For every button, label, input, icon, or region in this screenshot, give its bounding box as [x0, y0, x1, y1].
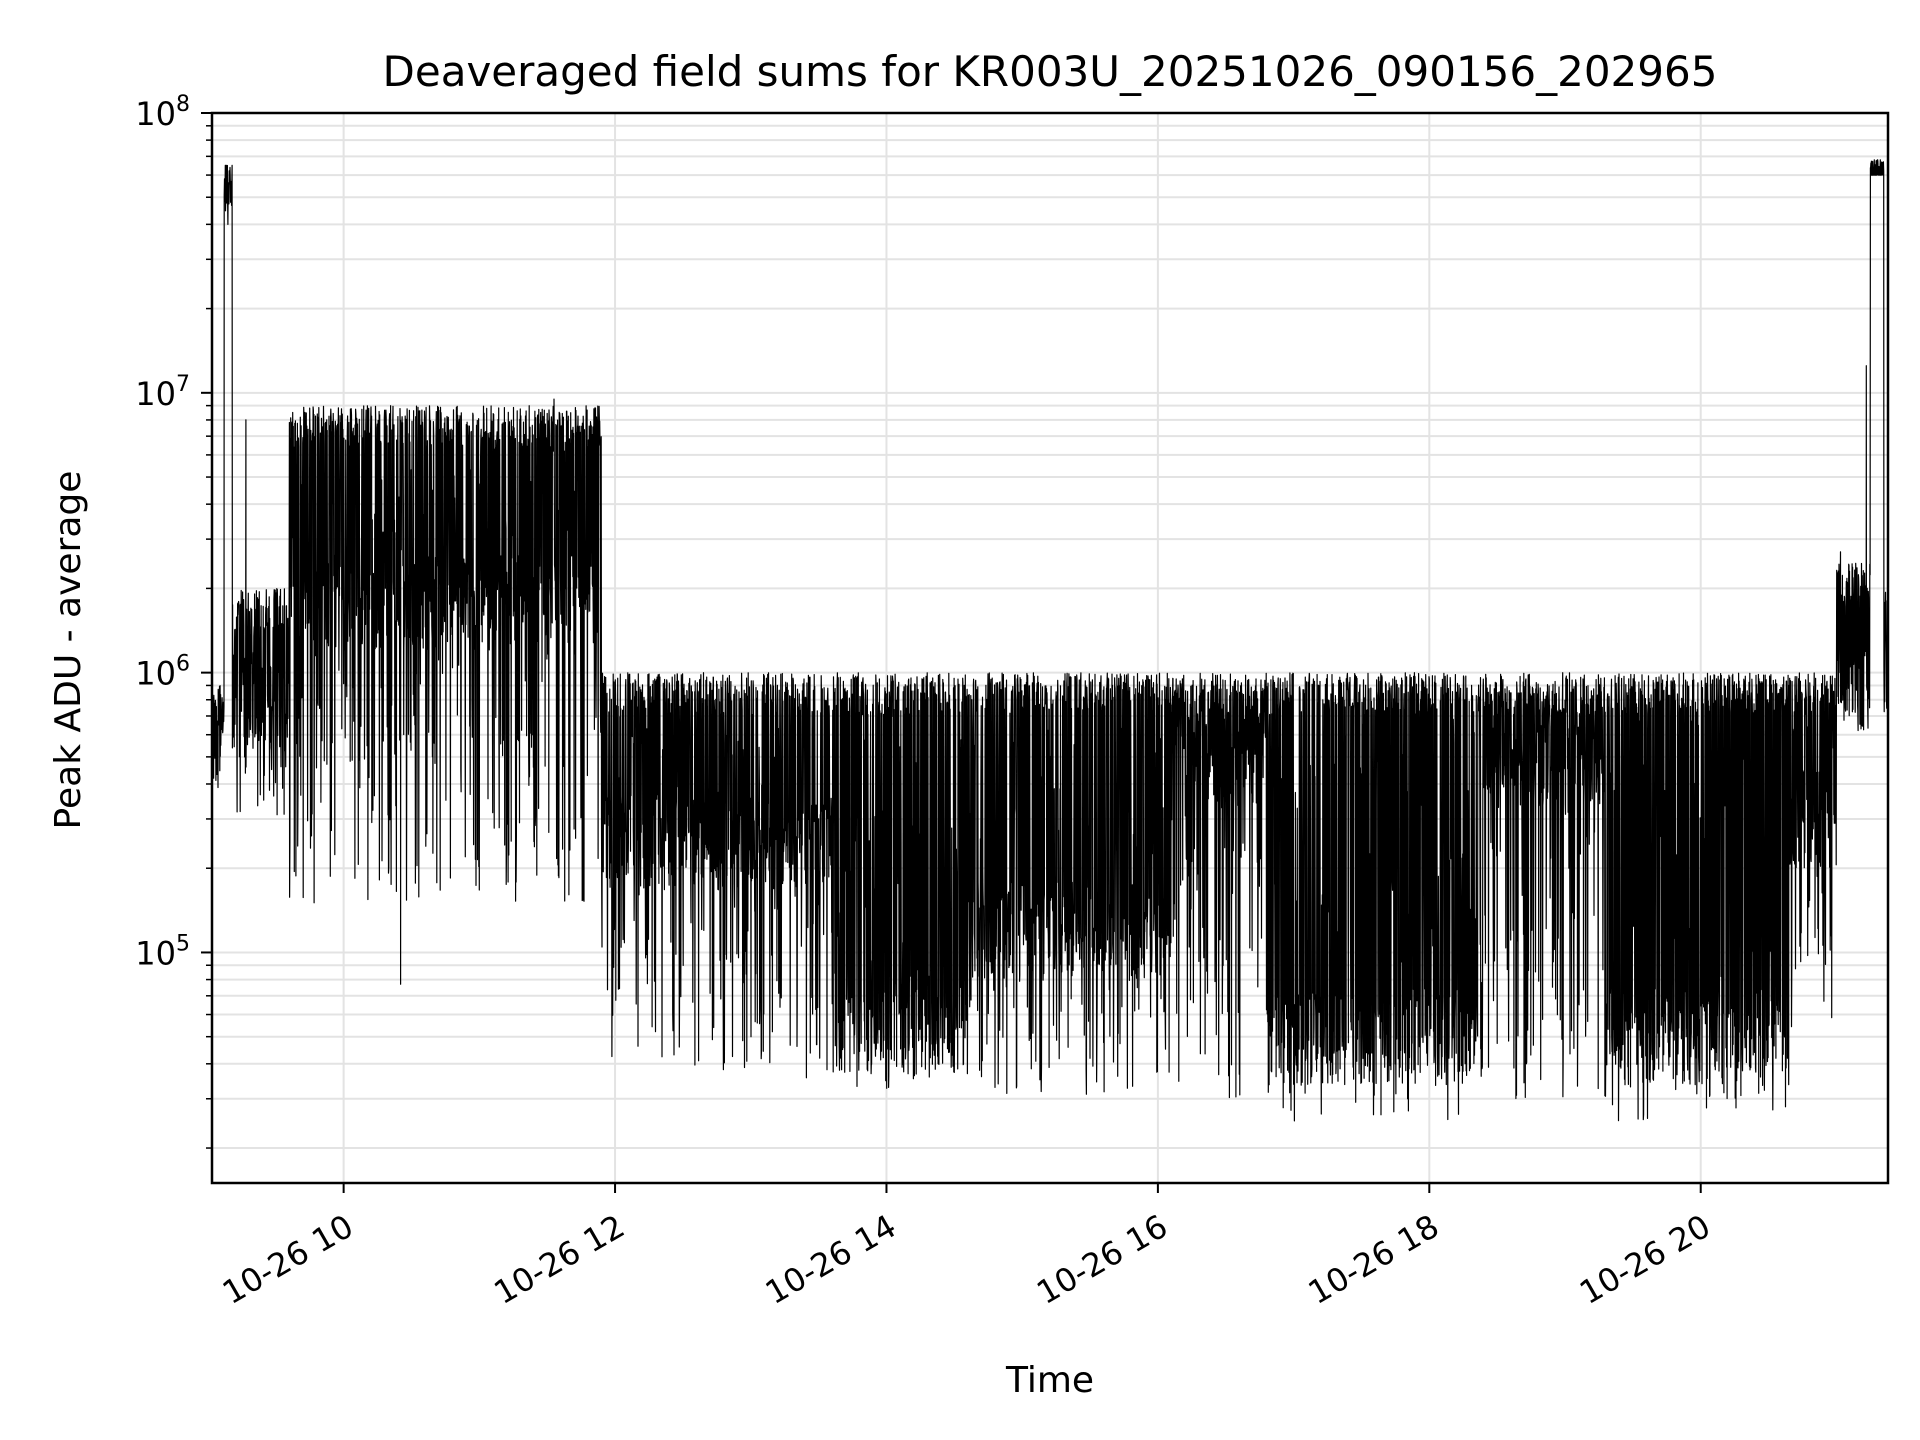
x-tick-label: 10-26 14 [759, 1207, 903, 1312]
chart-title: Deaveraged field sums for KR003U_2025102… [383, 47, 1718, 96]
x-axis-label: Time [1005, 1360, 1094, 1401]
y-axis-ticks: 105 106 107 108 [135, 92, 212, 1149]
x-tick-label: 10-26 18 [1302, 1207, 1446, 1312]
y-tick-label: 107 [135, 372, 190, 413]
x-tick-label: 10-26 12 [487, 1207, 631, 1312]
plot-frame [210, 111, 1890, 1185]
y-axis-label: Peak ADU - average [48, 471, 89, 830]
series-line [211, 159, 1889, 1122]
y-tick-label: 105 [135, 931, 190, 972]
y-tick-label: 108 [135, 92, 190, 133]
x-tick-label: 10-26 10 [216, 1207, 360, 1312]
x-axis-ticks: 10-26 10 10-26 12 10-26 14 10-26 16 10-26 18… [216, 1183, 1717, 1312]
x-tick-label: 10-26 20 [1573, 1207, 1717, 1312]
series-path [211, 159, 1889, 1122]
y-tick-label: 106 [135, 652, 190, 693]
x-tick-label: 10-26 16 [1030, 1207, 1174, 1312]
